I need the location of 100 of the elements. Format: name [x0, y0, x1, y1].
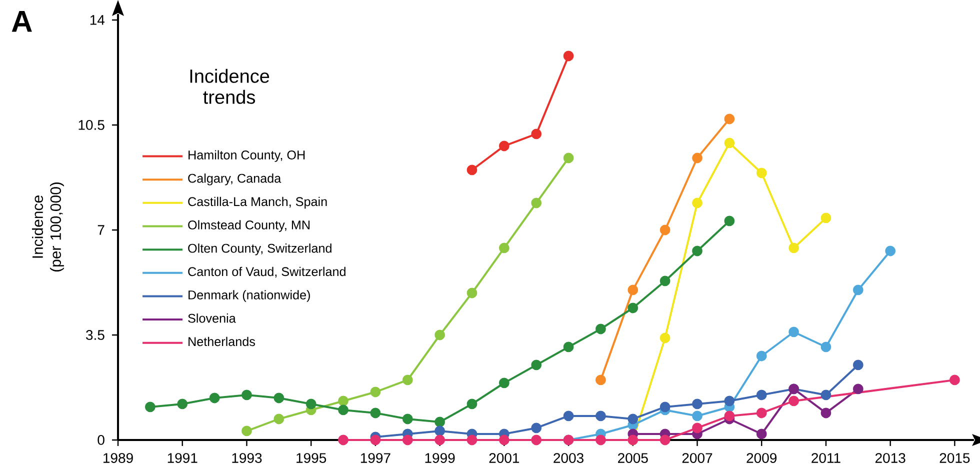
y-axis-title: Incidence (per 100,000) [32, 182, 64, 272]
point [434, 330, 446, 340]
point [788, 242, 799, 254]
point [563, 152, 574, 164]
point [402, 414, 413, 424]
point [788, 326, 799, 338]
point [466, 398, 478, 410]
point [852, 360, 864, 370]
point [788, 396, 799, 406]
point [563, 342, 574, 352]
point [498, 434, 510, 446]
y-tick-label: 0 [98, 435, 104, 445]
point [370, 434, 381, 446]
point [563, 50, 574, 62]
point [756, 168, 767, 178]
point [724, 114, 735, 124]
legend-label: Canton of Vaud, Switzerland [188, 266, 346, 278]
point [756, 350, 767, 362]
y-tick-label: 14 [90, 15, 105, 25]
point [338, 434, 348, 446]
point [338, 404, 348, 416]
legend-label: Calgary, Canada [188, 174, 282, 186]
point [466, 434, 478, 446]
point [852, 384, 864, 394]
point [498, 378, 510, 388]
point [756, 408, 767, 418]
point [692, 152, 702, 164]
x-tick-label: 1989 [104, 453, 133, 463]
x-tick-label: 2015 [940, 453, 970, 463]
x-tick-label: 2005 [618, 453, 648, 463]
point [242, 426, 252, 436]
point [338, 396, 348, 406]
point [660, 402, 670, 412]
point [820, 212, 832, 224]
point [724, 410, 735, 422]
x-tick-label: 2013 [875, 453, 906, 463]
point [596, 434, 606, 446]
point [242, 390, 252, 400]
point [563, 410, 574, 422]
x-tick-label: 1999 [425, 453, 455, 463]
point [885, 246, 896, 256]
point [144, 402, 156, 412]
point [692, 398, 702, 410]
legend-title: Incidence trends [190, 68, 270, 104]
point [660, 276, 670, 286]
text: A [12, 11, 32, 32]
point [531, 128, 542, 140]
point [692, 246, 702, 256]
point [628, 302, 638, 314]
x-tick-label: 2007 [682, 453, 712, 463]
point [306, 398, 316, 410]
x-tick-label: 1997 [360, 453, 390, 463]
point [209, 392, 220, 404]
point [274, 414, 284, 424]
point [820, 390, 832, 400]
point [724, 396, 735, 406]
x-tick-label: 2001 [489, 453, 520, 463]
point [660, 224, 670, 236]
legend-label: Olmstead County, MN [188, 220, 310, 232]
legend-label: Olten County, Switzerland [188, 244, 332, 256]
point [628, 414, 638, 424]
y-tick-label: 3.5 [86, 330, 104, 340]
point [531, 198, 542, 208]
point [274, 392, 284, 404]
x-tick-label: 2003 [554, 453, 584, 463]
point [434, 416, 446, 428]
point [756, 428, 767, 440]
point [628, 284, 638, 296]
point [660, 434, 670, 446]
point [466, 288, 478, 298]
point [434, 434, 446, 446]
point [852, 284, 864, 296]
point [531, 360, 542, 370]
x-tick-label: 1995 [296, 453, 326, 463]
point [531, 422, 542, 434]
point [820, 342, 832, 352]
legend-label: Netherlands [188, 336, 255, 346]
point [370, 386, 381, 398]
point [596, 410, 606, 422]
point [692, 198, 702, 208]
x-tick-label: 2009 [746, 453, 777, 463]
legend-label: Hamilton County, OH [188, 150, 305, 162]
point [724, 216, 735, 226]
point [756, 390, 767, 400]
point [402, 434, 413, 446]
y-tick-label: 7 [98, 225, 104, 235]
point [466, 164, 478, 176]
point [949, 374, 960, 386]
point [370, 408, 381, 418]
point [692, 422, 702, 434]
point [820, 408, 832, 418]
point [531, 434, 542, 446]
x-tick-label: 1993 [232, 453, 262, 463]
point [692, 410, 702, 422]
point [596, 324, 606, 334]
legend-label: Castilla-La Manch, Spain [188, 196, 327, 209]
point [434, 426, 446, 436]
x-tick-label: 1991 [168, 453, 198, 463]
point [177, 398, 188, 410]
point [498, 140, 510, 152]
